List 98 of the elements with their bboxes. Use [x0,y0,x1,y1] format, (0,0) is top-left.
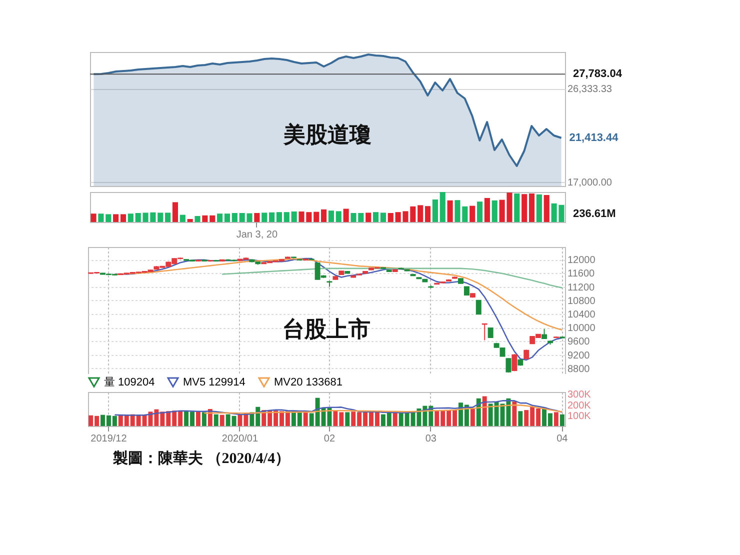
bar [440,192,446,222]
bar [518,411,523,426]
y-tick-label: 100K [568,410,592,422]
candlestick [512,354,518,372]
y-tick-label: 12000 [568,255,596,266]
y-tick-label: 200K [568,400,592,412]
x-tick-label: 03 [425,434,437,444]
bar [514,194,520,222]
bar [470,409,475,426]
text: 美股道瓊 [282,122,372,148]
bar [492,200,498,222]
candlestick [476,300,482,316]
legend-label: 量 109204 [104,376,155,388]
text: 台股上市 [282,316,370,342]
bar [187,219,193,222]
line-series [221,268,563,288]
bar [254,213,260,222]
bar [262,212,268,222]
bar [336,211,342,222]
bar [158,212,164,222]
bar [432,200,438,222]
data-label: 21,413.44 [569,132,620,144]
bar [284,212,290,222]
bar [314,212,320,222]
bar [165,212,171,222]
bar [328,210,334,222]
candlestick [488,327,494,338]
y-tick-label: 10400 [568,310,596,321]
bar [214,414,218,426]
bar [321,209,327,222]
bar [512,402,517,426]
y-tick-label: 10800 [568,296,596,307]
bar [392,412,398,426]
x-tick-label: 02 [324,434,336,444]
bar [388,213,394,222]
y-tick-label: 10000 [568,323,596,334]
bar [560,414,564,426]
legend-label: MV5 129914 [183,376,246,388]
bar [482,396,487,426]
y-tick-label: 9200 [568,350,590,362]
bar [424,206,431,222]
y-tick-label: 8800 [568,364,590,375]
y-tick-label: 9600 [568,336,590,348]
bar [90,214,96,222]
bar [291,212,297,222]
y-tick-label: 300K [568,390,592,401]
ref-line-label: 27,783.04 [573,68,623,80]
bar [196,411,200,426]
bar [210,215,216,222]
bar [120,214,126,222]
bar [217,214,223,222]
x-tick-label: 2019/12 [90,434,128,444]
bar [343,208,349,222]
bar [528,194,535,222]
bar [202,215,208,222]
bar [372,212,379,222]
text: 236.61M [573,208,616,220]
bar [380,212,386,222]
bar [106,214,112,222]
bar [180,214,186,222]
legend-label: MV20 133681 [274,376,342,388]
bar [172,202,178,222]
bar [98,214,104,222]
line-series [204,404,563,414]
candlestick [542,328,548,340]
bar [447,200,453,222]
y-tick-label: 17,000.00 [568,178,612,188]
bar [113,214,119,222]
bar [484,198,490,222]
bar [232,213,238,222]
bar [544,195,550,222]
x-tick-label: Jan 3, 20 [236,230,278,240]
line-series [114,258,563,361]
bar [128,214,134,222]
bar [366,212,372,222]
bar [522,194,528,222]
x-tick-label: 04 [556,434,568,444]
bar [470,206,476,222]
bar [220,414,224,426]
y-tick-label: 11200 [568,282,596,294]
bar [269,212,275,222]
bar [536,194,542,222]
line-series [114,400,563,416]
candlestick [524,349,530,360]
text: 製圖：陳華夫 （2020/4/4） [112,450,290,467]
bar [345,412,350,426]
bar [202,412,206,426]
bar [476,202,483,222]
x-tick-label: 2020/01 [222,434,258,444]
bar [418,205,424,222]
y-tick-label: 11600 [568,268,596,280]
y-tick-label: 26,333.33 [568,84,612,96]
bar [224,214,230,222]
bar [194,216,200,222]
bar [276,212,282,222]
bar [554,412,558,426]
bar [303,411,308,426]
candlestick [506,358,512,374]
